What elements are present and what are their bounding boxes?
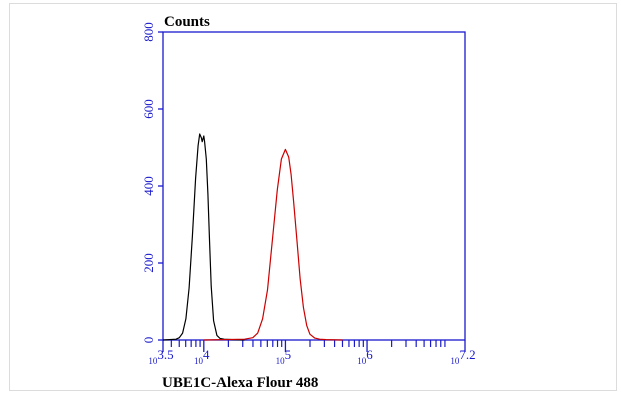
chart-frame	[9, 3, 617, 391]
x-tick-label: 105	[276, 347, 292, 366]
series-black-histogram	[162, 133, 245, 341]
series-red-histogram	[203, 148, 343, 341]
x-tick-label: 103.5	[148, 347, 173, 366]
series-group	[162, 133, 343, 341]
x-tick-label: 106	[357, 347, 373, 366]
y-tick-label: 400	[141, 176, 156, 196]
y-tick-label: 600	[141, 99, 156, 119]
y-tick-label: 800	[141, 22, 156, 42]
x-tick-label: 104	[194, 347, 210, 366]
y-tick-label: 0	[141, 337, 156, 344]
x-tick-label: 107.2	[450, 347, 475, 366]
y-axis-label: Counts	[164, 14, 210, 30]
y-tick-label: 200	[141, 253, 156, 273]
plot-border	[162, 31, 466, 341]
axes: 0 200 400 600 800 103.5 104 105 106 107.2	[141, 22, 476, 366]
x-axis-label: UBE1C-Alexa Flour 488	[162, 375, 318, 391]
